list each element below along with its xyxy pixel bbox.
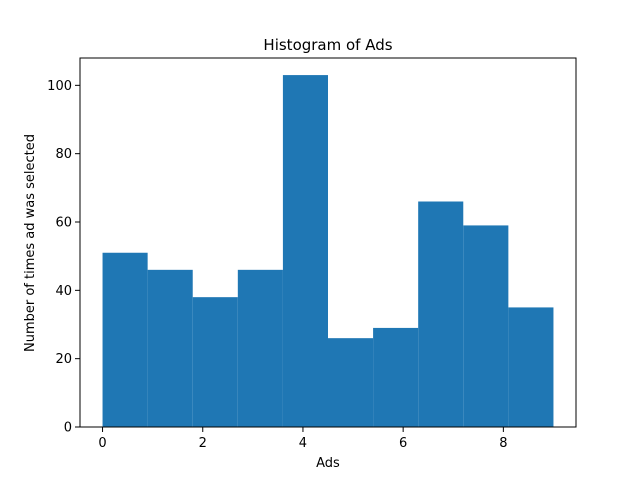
y-axis-ticks: 0 20 40 60 80 100: [47, 79, 80, 436]
histogram-bar: [147, 269, 193, 427]
y-tick-label: 40: [55, 284, 72, 299]
histogram-bar: [328, 338, 374, 427]
x-tick-label: 4: [299, 436, 307, 451]
histogram-bar: [237, 269, 283, 427]
y-tick-label: 100: [47, 79, 72, 94]
histogram-bar: [418, 201, 464, 427]
x-tick-label: 6: [399, 436, 407, 451]
histogram-bar: [282, 75, 328, 427]
histogram-bar: [192, 297, 238, 427]
y-axis-label: Number of times ad was selected: [23, 134, 38, 352]
chart-title: Histogram of Ads: [263, 36, 392, 54]
x-tick-label: 8: [499, 436, 507, 451]
bars-group: [102, 75, 554, 427]
y-tick-label: 0: [64, 421, 72, 436]
histogram-bar: [373, 327, 419, 427]
histogram-bar: [508, 307, 554, 427]
x-axis-ticks: 0 2 4 6 8: [98, 427, 507, 451]
y-tick-label: 20: [55, 352, 72, 367]
x-tick-label: 2: [199, 436, 207, 451]
y-tick-label: 60: [55, 216, 72, 231]
plot-frame: [79, 57, 577, 428]
x-axis-label: Ads: [316, 456, 340, 471]
y-tick-label: 80: [55, 147, 72, 162]
histogram-bar: [463, 225, 509, 427]
x-tick-label: 0: [98, 436, 106, 451]
histogram-bar: [102, 252, 148, 427]
